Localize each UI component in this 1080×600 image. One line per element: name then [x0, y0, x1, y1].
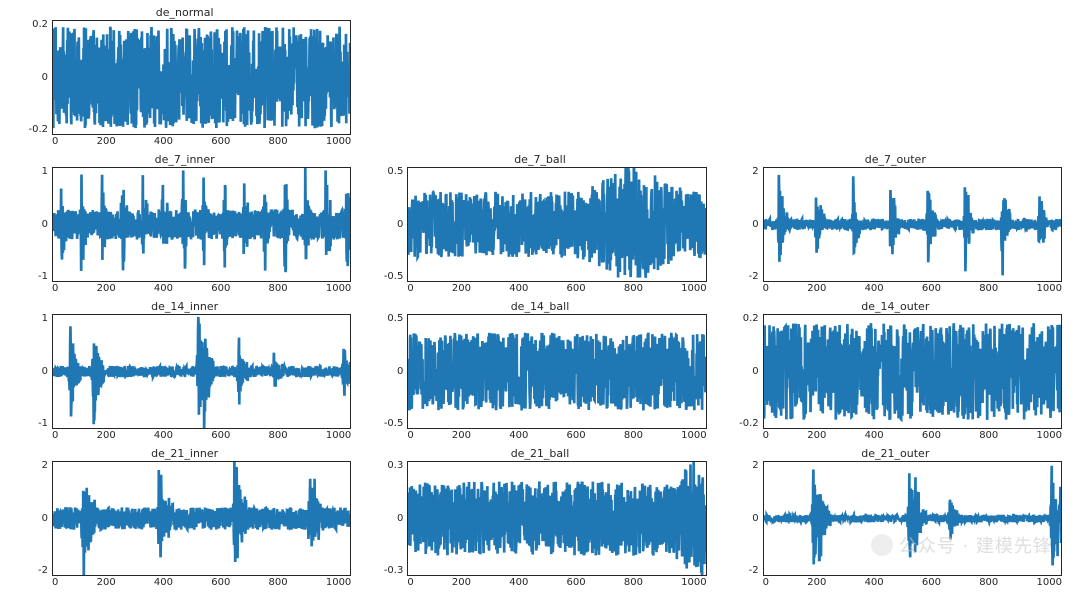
subplot-title: de_14_outer	[729, 300, 1062, 314]
plot-area	[407, 314, 706, 429]
signal-line	[53, 27, 350, 129]
y-axis-ticks: 0.50-0.5	[373, 167, 407, 282]
plot-area	[52, 167, 351, 282]
y-axis-ticks: 20-2	[18, 461, 52, 576]
plot-area	[52, 314, 351, 429]
plot-area	[52, 20, 351, 135]
x-axis-ticks: 02004006008001000	[763, 576, 1062, 590]
y-axis-ticks: 20-2	[729, 461, 763, 576]
subplot-title: de_14_ball	[373, 300, 706, 314]
x-axis-ticks: 02004006008001000	[407, 576, 706, 590]
x-axis-ticks: 02004006008001000	[52, 282, 351, 296]
subplot-de_7_inner: de_7_inner10-102004006008001000	[18, 153, 351, 296]
subplot-de_21_inner: de_21_inner20-202004006008001000	[18, 447, 351, 590]
y-axis-ticks: 0.20-0.2	[18, 20, 52, 135]
signal-line	[53, 168, 350, 272]
subplot-de_14_inner: de_14_inner10-102004006008001000	[18, 300, 351, 443]
subplot-title: de_7_inner	[18, 153, 351, 167]
subplot-title: de_7_outer	[729, 153, 1062, 167]
signal-line	[764, 323, 1061, 420]
signal-line	[53, 462, 350, 575]
subplot-grid: de_normal0.20-0.202004006008001000de_7_i…	[0, 0, 1080, 600]
signal-line	[408, 168, 705, 278]
plot-area	[763, 167, 1062, 282]
signal-line	[53, 317, 350, 428]
x-axis-ticks: 02004006008001000	[407, 282, 706, 296]
x-axis-ticks: 02004006008001000	[52, 429, 351, 443]
subplot-de_7_outer: de_7_outer20-202004006008001000	[729, 153, 1062, 296]
subplot-de_21_ball: de_21_ball0.30-0.302004006008001000	[373, 447, 706, 590]
subplot-de_21_outer: de_21_outer20-202004006008001000	[729, 447, 1062, 590]
y-axis-ticks: 0.50-0.5	[373, 314, 407, 429]
subplot-de_14_ball: de_14_ball0.50-0.502004006008001000	[373, 300, 706, 443]
subplot-de_normal: de_normal0.20-0.202004006008001000	[18, 6, 351, 149]
subplot-title: de_14_inner	[18, 300, 351, 314]
plot-area	[52, 461, 351, 576]
signal-line	[764, 175, 1061, 275]
x-axis-ticks: 02004006008001000	[52, 576, 351, 590]
signal-line	[408, 462, 705, 575]
plot-area	[763, 461, 1062, 576]
subplot-title: de_7_ball	[373, 153, 706, 167]
x-axis-ticks: 02004006008001000	[763, 429, 1062, 443]
y-axis-ticks: 10-1	[18, 314, 52, 429]
y-axis-ticks: 10-1	[18, 167, 52, 282]
x-axis-ticks: 02004006008001000	[52, 135, 351, 149]
y-axis-ticks: 0.30-0.3	[373, 461, 407, 576]
subplot-title: de_21_outer	[729, 447, 1062, 461]
subplot-title: de_21_ball	[373, 447, 706, 461]
plot-area	[763, 314, 1062, 429]
x-axis-ticks: 02004006008001000	[407, 429, 706, 443]
signal-line	[408, 333, 705, 411]
plot-area	[407, 461, 706, 576]
x-axis-ticks: 02004006008001000	[763, 282, 1062, 296]
subplot-title: de_normal	[18, 6, 351, 20]
y-axis-ticks: 20-2	[729, 167, 763, 282]
y-axis-ticks: 0.20-0.2	[729, 314, 763, 429]
subplot-de_7_ball: de_7_ball0.50-0.502004006008001000	[373, 153, 706, 296]
subplot-title: de_21_inner	[18, 447, 351, 461]
plot-area	[407, 167, 706, 282]
subplot-de_14_outer: de_14_outer0.20-0.202004006008001000	[729, 300, 1062, 443]
signal-line	[764, 466, 1061, 566]
